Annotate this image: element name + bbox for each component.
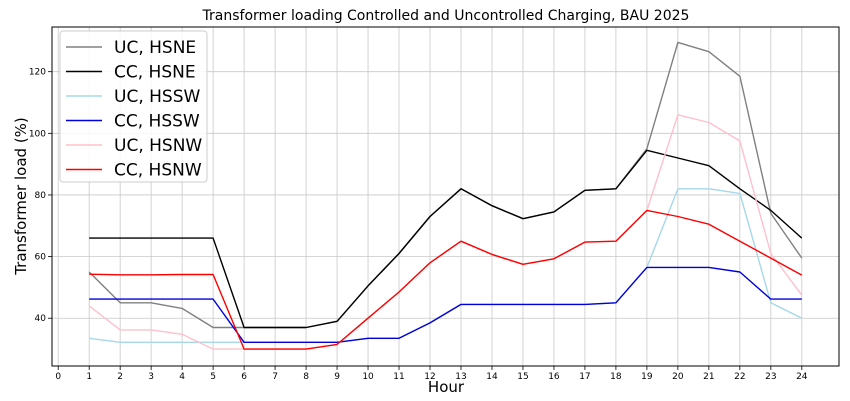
y-axis: 40 60 80 100 120 [29, 68, 52, 324]
x-tick-label: 18 [610, 372, 622, 382]
x-tick-label: 7 [272, 372, 278, 382]
y-tick-label: 40 [35, 314, 47, 324]
series-lines [88, 41, 803, 350]
legend-label: UC, HSSW [114, 87, 200, 107]
legend-label: UC, HSNE [114, 38, 196, 58]
legend-label: CC, HSSW [114, 112, 200, 132]
y-tick-label: 80 [35, 191, 47, 201]
x-tick-label: 16 [548, 372, 560, 382]
x-tick-label: 3 [148, 372, 154, 382]
series-line-4 [89, 266, 802, 343]
x-tick-label: 13 [455, 372, 466, 382]
y-axis-label: Transformer load (%) [12, 117, 30, 276]
x-tick-label: 0 [55, 372, 61, 382]
x-tick-label: 12 [424, 372, 435, 382]
x-axis-label: Hour [428, 378, 465, 396]
legend-label: CC, HSNE [114, 63, 196, 83]
x-tick-label: 20 [672, 372, 684, 382]
legend-label: CC, HSNW [114, 161, 202, 181]
x-tick-label: 2 [117, 372, 123, 382]
x-tick-label: 4 [179, 372, 185, 382]
y-tick-label: 100 [29, 129, 46, 139]
x-tick-label: 8 [303, 372, 309, 382]
x-tick-label: 9 [334, 372, 340, 382]
grid [52, 27, 839, 366]
x-tick-label: 22 [734, 372, 745, 382]
legend: UC, HSNE CC, HSNE UC, HSSW CC, HSSW UC, HSNW… [59, 30, 208, 183]
x-tick-label: 24 [796, 372, 808, 382]
x-tick-label: 11 [393, 372, 404, 382]
x-tick-label: 23 [765, 372, 776, 382]
series-line-2 [89, 149, 803, 329]
x-tick-label: 6 [241, 372, 247, 382]
plot-frame [51, 26, 840, 367]
y-tick-label: 120 [29, 68, 46, 78]
x-tick-label: 17 [579, 372, 590, 382]
x-axis: 0 1 2 3 4 5 6 7 8 9 10 11 12 13 14 15 16 17 18 19 20 21 22 23 24 [55, 366, 808, 382]
y-tick-label: 60 [35, 253, 47, 263]
x-tick-label: 15 [517, 372, 528, 382]
x-tick-label: 19 [641, 372, 653, 382]
x-tick-label: 1 [86, 372, 92, 382]
x-tick-label: 10 [362, 372, 374, 382]
chart-title: Transformer loading Controlled and Uncon… [202, 8, 690, 24]
legend-label: UC, HSNW [114, 136, 202, 156]
series-line-3 [89, 188, 803, 343]
x-tick-label: 21 [703, 372, 714, 382]
x-tick-label: 14 [486, 372, 498, 382]
series-line-6 [89, 209, 803, 350]
x-tick-label: 5 [210, 372, 216, 382]
